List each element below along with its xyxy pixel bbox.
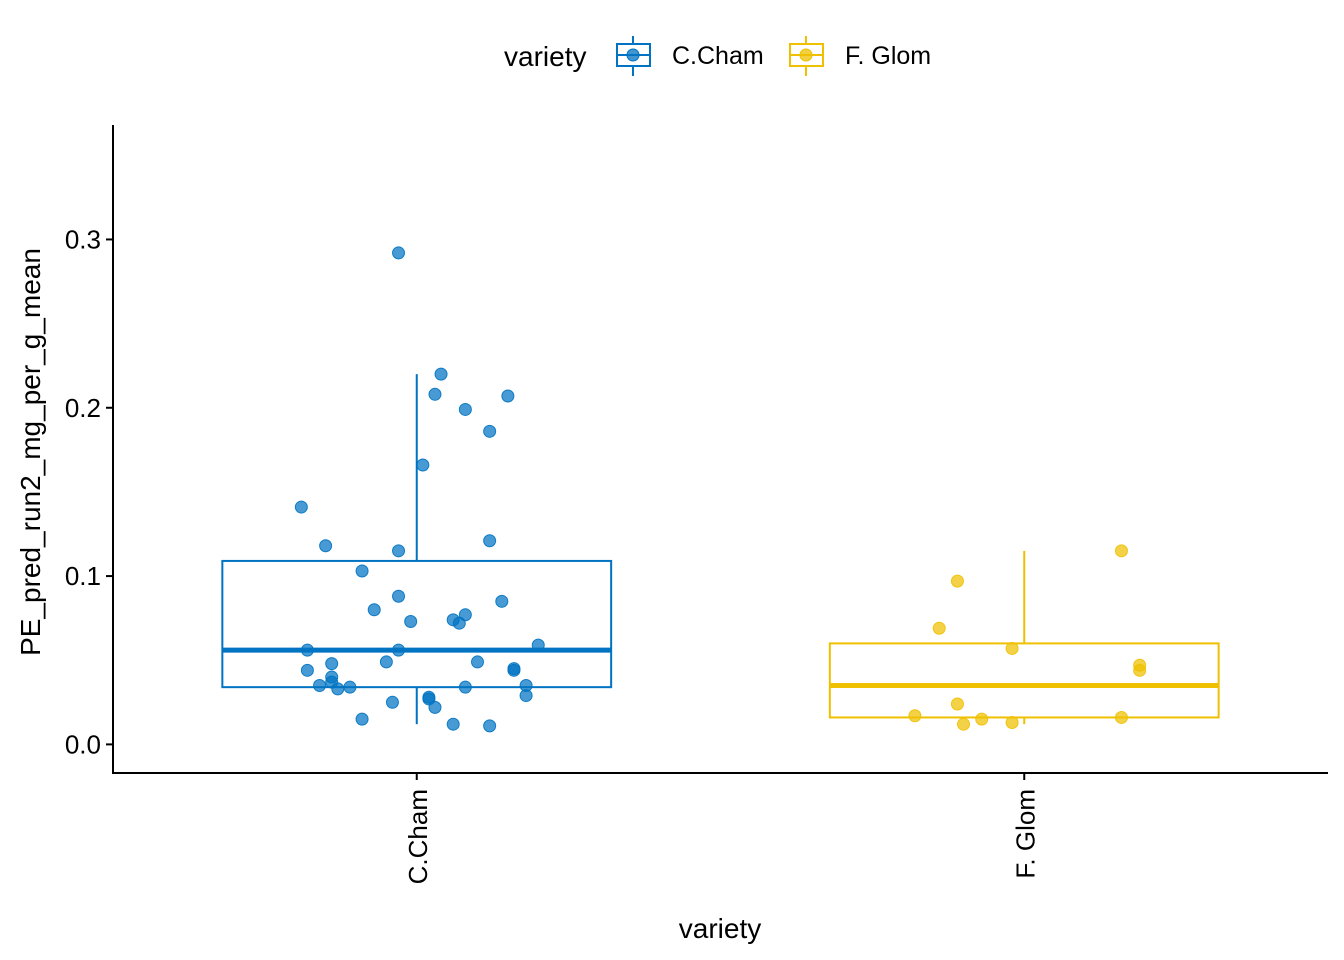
data-point <box>300 663 314 677</box>
jitter-points <box>294 246 1147 733</box>
x-tick-label: C.Cham <box>403 789 433 884</box>
data-point <box>325 657 339 671</box>
data-point <box>392 589 406 603</box>
data-point <box>458 680 472 694</box>
y-tick-label: 0.1 <box>65 561 101 591</box>
data-point <box>428 387 442 401</box>
data-point <box>452 616 466 630</box>
data-point <box>507 663 521 677</box>
box-iqr <box>221 559 613 689</box>
data-point <box>932 621 946 635</box>
data-point <box>404 615 418 629</box>
data-point <box>1114 710 1128 724</box>
data-point <box>483 424 497 438</box>
data-point <box>367 603 381 617</box>
legend-item-cham: C.Cham <box>616 36 764 76</box>
boxes <box>221 374 1220 725</box>
data-point <box>434 367 448 381</box>
data-point <box>392 643 406 657</box>
data-point <box>1005 716 1019 730</box>
x-tick-label: F. Glom <box>1010 789 1040 879</box>
data-point <box>331 682 345 696</box>
legend-key-point <box>626 48 640 62</box>
x-axis-title: variety <box>679 913 761 944</box>
y-axis-ticks: 0.0 0.1 0.2 0.3 <box>65 224 113 759</box>
data-point <box>1114 544 1128 558</box>
data-point <box>294 500 308 514</box>
data-point <box>355 712 369 726</box>
y-tick-label: 0.3 <box>65 224 101 254</box>
y-axis-title: PE_pred_run2_mg_per_g_mean <box>15 248 46 656</box>
data-point <box>428 700 442 714</box>
data-point <box>471 655 484 669</box>
box-iqr <box>828 642 1220 719</box>
legend: variety C.Cham F. Glom <box>504 36 931 76</box>
legend-key-point <box>799 48 813 62</box>
data-point <box>392 246 406 260</box>
data-point <box>319 539 333 553</box>
data-point <box>483 534 497 548</box>
legend-title: variety <box>504 41 586 72</box>
x-axis-ticks: C.Cham F. Glom <box>403 773 1040 884</box>
legend-item-glom: F. Glom <box>789 36 931 76</box>
legend-label-cham: C.Cham <box>672 42 764 70</box>
data-point <box>908 709 922 723</box>
data-point <box>313 678 327 692</box>
data-point <box>392 544 406 558</box>
data-point <box>950 697 964 711</box>
data-point <box>300 643 314 657</box>
data-point <box>1133 663 1147 677</box>
data-point <box>483 719 497 733</box>
data-point <box>495 594 509 608</box>
data-point <box>1005 641 1019 655</box>
data-point <box>416 458 430 472</box>
legend-label-glom: F. Glom <box>845 42 931 70</box>
data-point <box>385 695 399 709</box>
data-point <box>446 717 460 731</box>
data-point <box>343 680 357 694</box>
data-point <box>379 655 393 669</box>
data-point <box>957 717 970 731</box>
data-point <box>531 638 545 652</box>
data-point <box>458 402 472 416</box>
data-point <box>519 689 533 703</box>
data-point <box>975 712 989 726</box>
data-point <box>355 564 369 578</box>
y-tick-label: 0.2 <box>65 393 101 423</box>
y-tick-label: 0.0 <box>65 729 101 759</box>
data-point <box>501 389 515 403</box>
data-point <box>950 574 964 588</box>
